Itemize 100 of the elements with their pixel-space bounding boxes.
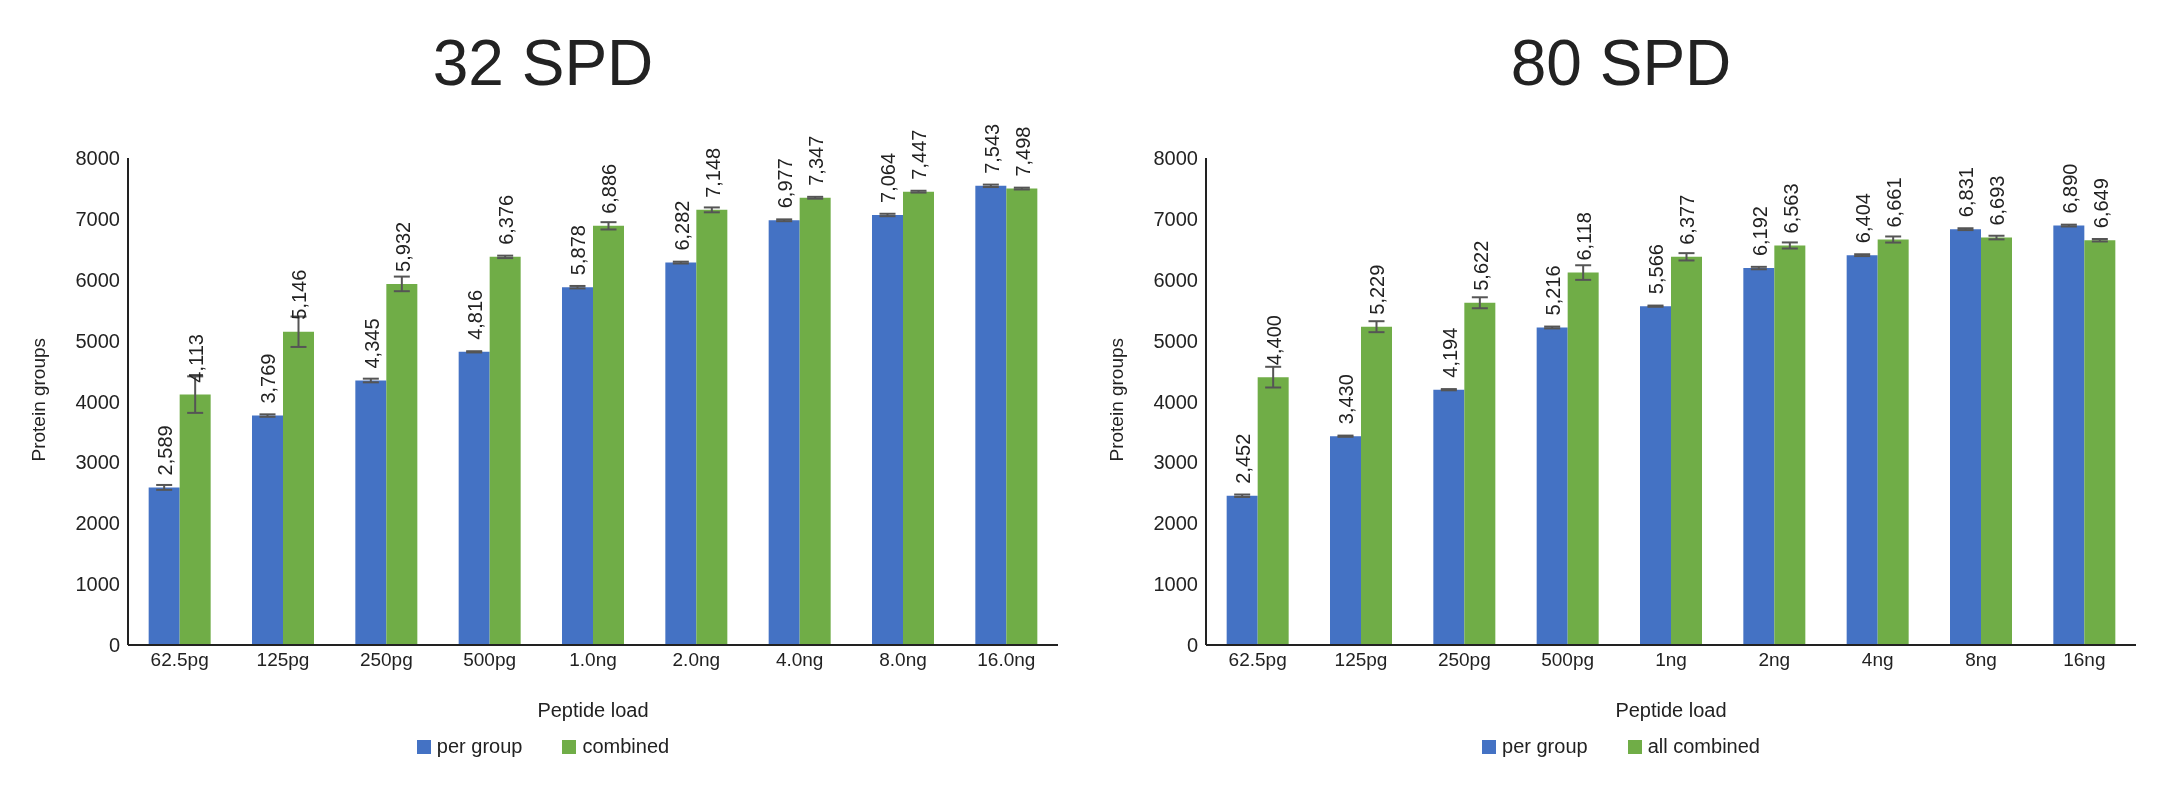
x-tick-label: 16ng (2063, 649, 2106, 671)
data-label: 2,589 (154, 425, 177, 476)
data-label: 7,064 (877, 152, 900, 203)
x-tick-label: 8.0ng (879, 649, 927, 671)
bar (1006, 188, 1038, 645)
bar (562, 287, 593, 645)
legend-label: combined (581, 735, 670, 758)
bar (1950, 229, 1981, 645)
bar (593, 225, 624, 645)
bar (872, 214, 903, 645)
data-label: 6,282 (670, 200, 693, 251)
bar (696, 209, 728, 645)
bar (148, 487, 180, 645)
bar (1464, 302, 1496, 645)
data-label: 6,118 (1573, 211, 1596, 261)
data-label: 5,216 (1542, 265, 1565, 316)
x-axis-title: Peptide load (1615, 699, 1727, 721)
bar (1743, 268, 1775, 645)
data-label: 7,543 (980, 123, 1003, 174)
chart-title: 80 SPD (1509, 26, 1733, 101)
legend-label: all combined (1646, 735, 1760, 758)
data-label: 6,376 (495, 194, 518, 245)
data-label: 6,890 (2058, 163, 2081, 214)
bar (1877, 239, 1909, 645)
x-axis-title: Peptide load (537, 699, 649, 721)
data-label: 6,977 (774, 158, 797, 209)
y-tick-label: 1000 (1153, 573, 1198, 596)
data-label: 6,192 (1748, 206, 1771, 257)
y-tick-label: 7000 (1153, 207, 1198, 230)
bar (768, 220, 800, 645)
bar (1567, 272, 1599, 645)
bar (1846, 255, 1878, 645)
bar (1330, 436, 1361, 645)
x-tick-label: 8ng (1965, 649, 1997, 671)
data-label: 4,345 (360, 318, 383, 369)
data-label: 6,563 (1779, 183, 1802, 234)
bar (458, 351, 490, 645)
x-tick-label: 125pg (256, 649, 310, 671)
x-tick-label: 2.0ng (672, 649, 721, 671)
bar (799, 197, 831, 645)
x-tick-label: 500pg (463, 649, 517, 671)
data-label: 3,769 (257, 353, 280, 404)
y-tick-label: 2000 (75, 512, 120, 535)
y-tick-label: 6000 (75, 268, 120, 291)
data-label: 7,347 (805, 135, 828, 186)
bar (1981, 237, 2012, 645)
bar (355, 380, 387, 645)
bar (1257, 377, 1289, 645)
bar (665, 262, 697, 645)
bar (489, 256, 521, 645)
bar (1536, 327, 1568, 645)
data-label: 7,498 (1011, 126, 1034, 177)
data-label: 2,452 (1232, 433, 1255, 484)
data-label: 4,113 (185, 334, 208, 383)
bar (386, 283, 418, 645)
x-tick-label: 2ng (1758, 649, 1791, 671)
x-tick-label: 62.5pg (150, 649, 209, 671)
y-tick-label: 8000 (75, 147, 120, 170)
y-tick-label: 7000 (75, 207, 120, 230)
x-tick-label: 500pg (1541, 649, 1595, 671)
data-label: 5,146 (288, 269, 311, 320)
data-label: 6,831 (1955, 167, 1978, 218)
y-tick-label: 0 (108, 634, 120, 657)
legend-label: per group (1501, 735, 1588, 758)
data-label: 7,148 (701, 147, 724, 198)
y-tick-label: 5000 (75, 329, 120, 352)
bar (1640, 306, 1671, 645)
bar (1774, 245, 1806, 645)
x-tick-label: 4.0ng (775, 649, 824, 671)
x-tick-label: 1ng (1655, 649, 1687, 671)
y-tick-label: 4000 (75, 390, 120, 413)
bar (1226, 495, 1258, 645)
data-label: 4,816 (464, 289, 487, 340)
data-label: 3,430 (1335, 374, 1358, 425)
y-tick-label: 8000 (1153, 147, 1198, 170)
bar (903, 191, 934, 645)
data-label: 6,649 (2089, 178, 2112, 229)
y-tick-label: 3000 (1153, 451, 1198, 474)
y-tick-label: 3000 (75, 451, 120, 474)
data-label: 5,229 (1366, 264, 1389, 315)
data-label: 4,194 (1438, 327, 1461, 378)
y-tick-label: 6000 (1153, 268, 1198, 291)
x-tick-label: 250pg (1437, 649, 1491, 671)
bar (975, 185, 1007, 645)
y-axis-title: Protein groups (27, 337, 49, 462)
y-axis-title: Protein groups (1105, 337, 1127, 462)
bar (179, 394, 211, 645)
data-label: 4,400 (1263, 315, 1286, 366)
y-tick-label: 0 (1186, 634, 1198, 657)
data-label: 6,693 (1986, 175, 2009, 226)
bar (1433, 389, 1465, 645)
bar (1671, 256, 1702, 645)
y-tick-label: 1000 (75, 573, 120, 596)
bar (1361, 326, 1392, 645)
bar (252, 415, 283, 645)
bar (2084, 240, 2116, 645)
data-label: 6,886 (598, 163, 621, 214)
data-label: 5,566 (1645, 244, 1668, 295)
x-tick-label: 62.5pg (1228, 649, 1287, 671)
bar (283, 331, 314, 645)
